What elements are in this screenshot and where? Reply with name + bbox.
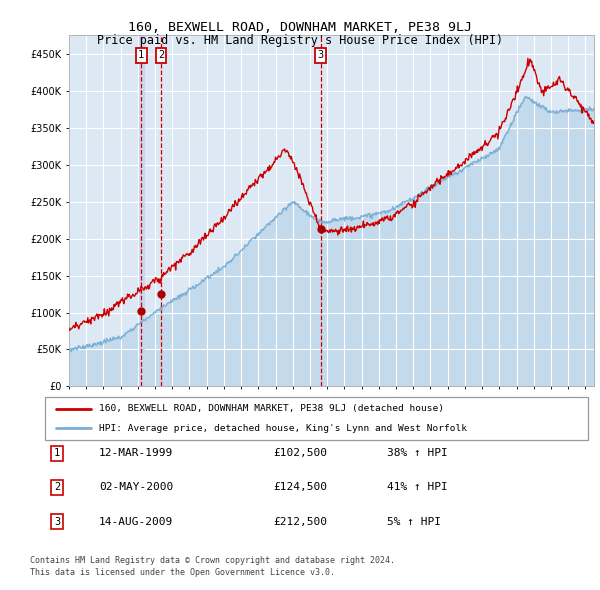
Text: £124,500: £124,500: [273, 483, 327, 492]
Text: 160, BEXWELL ROAD, DOWNHAM MARKET, PE38 9LJ (detached house): 160, BEXWELL ROAD, DOWNHAM MARKET, PE38 …: [100, 404, 444, 413]
Text: 5% ↑ HPI: 5% ↑ HPI: [387, 517, 441, 526]
Text: 1: 1: [54, 448, 60, 458]
Text: 41% ↑ HPI: 41% ↑ HPI: [387, 483, 448, 492]
Text: 2: 2: [158, 50, 164, 60]
Text: 3: 3: [54, 517, 60, 526]
Text: 3: 3: [317, 50, 324, 60]
Text: £212,500: £212,500: [273, 517, 327, 526]
Text: HPI: Average price, detached house, King's Lynn and West Norfolk: HPI: Average price, detached house, King…: [100, 424, 467, 432]
Text: 2: 2: [54, 483, 60, 492]
Text: 38% ↑ HPI: 38% ↑ HPI: [387, 448, 448, 458]
Text: 12-MAR-1999: 12-MAR-1999: [99, 448, 173, 458]
Text: Price paid vs. HM Land Registry's House Price Index (HPI): Price paid vs. HM Land Registry's House …: [97, 34, 503, 47]
Bar: [139, 35, 144, 386]
FancyBboxPatch shape: [45, 397, 588, 440]
Text: Contains HM Land Registry data © Crown copyright and database right 2024.: Contains HM Land Registry data © Crown c…: [30, 556, 395, 565]
Text: 1: 1: [138, 50, 144, 60]
Text: 02-MAY-2000: 02-MAY-2000: [99, 483, 173, 492]
Text: 160, BEXWELL ROAD, DOWNHAM MARKET, PE38 9LJ: 160, BEXWELL ROAD, DOWNHAM MARKET, PE38 …: [128, 21, 472, 34]
Text: 14-AUG-2009: 14-AUG-2009: [99, 517, 173, 526]
Text: £102,500: £102,500: [273, 448, 327, 458]
Text: This data is licensed under the Open Government Licence v3.0.: This data is licensed under the Open Gov…: [30, 568, 335, 577]
